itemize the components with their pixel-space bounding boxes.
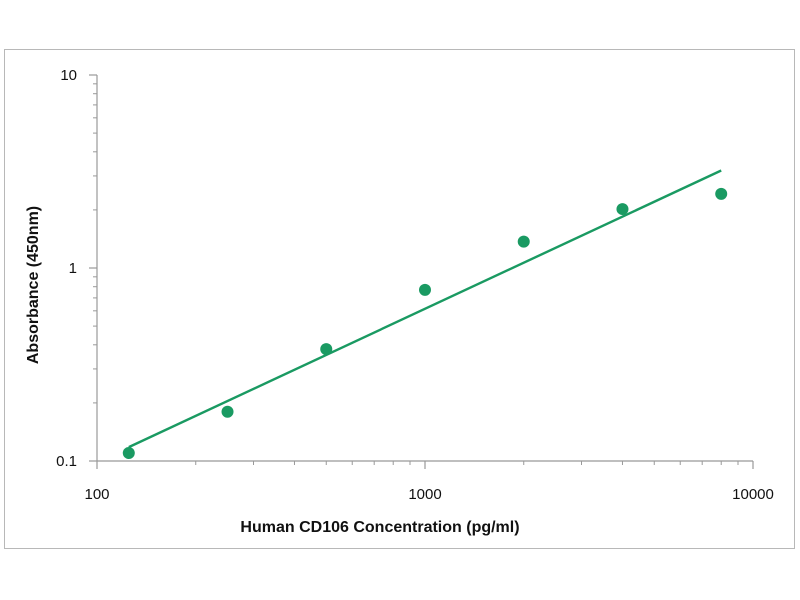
chart-frame bbox=[4, 49, 795, 549]
data-point bbox=[320, 343, 333, 356]
y-tick-label: 10 bbox=[60, 67, 77, 84]
x-tick-label: 100 bbox=[84, 486, 109, 503]
y-tick-label: 0.1 bbox=[56, 453, 77, 470]
data-point bbox=[122, 447, 135, 460]
data-point bbox=[221, 405, 234, 418]
x-tick-label: 10000 bbox=[732, 486, 774, 503]
fit-lines bbox=[128, 169, 722, 449]
x-tick-labels: 100 1000 10000 bbox=[84, 486, 773, 503]
y-tick-labels: 0.1 1 10 bbox=[56, 67, 77, 470]
major-ticks bbox=[89, 74, 754, 469]
fit-line bbox=[128, 169, 722, 449]
data-point bbox=[616, 203, 629, 216]
y-axis-title: Absorbance (450nm) bbox=[25, 206, 42, 364]
y-tick-label: 1 bbox=[69, 260, 77, 277]
x-tick-label: 1000 bbox=[408, 486, 441, 503]
data-point bbox=[419, 283, 431, 296]
data-points bbox=[122, 187, 728, 460]
minor-ticks bbox=[93, 83, 739, 465]
data-point bbox=[715, 187, 728, 200]
data-point bbox=[517, 235, 530, 248]
x-axis-title: Human CD106 Concentration (pg/ml) bbox=[240, 519, 519, 536]
